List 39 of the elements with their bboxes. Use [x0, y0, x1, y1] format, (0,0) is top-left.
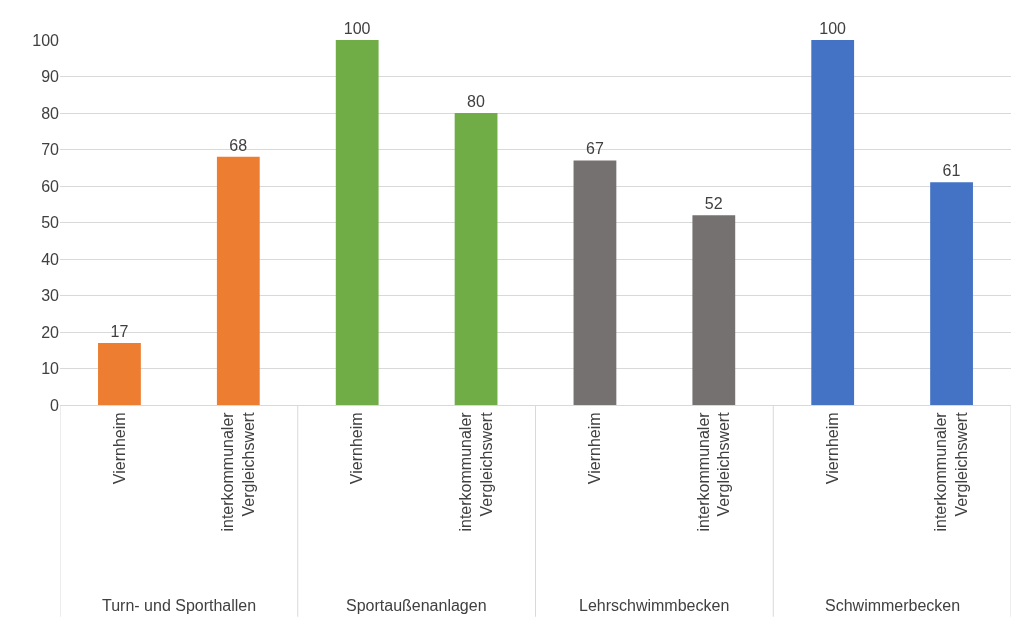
- text: Schwimmerbecken: [825, 597, 961, 614]
- x-tick-label: Viernheim: [823, 412, 841, 485]
- y-tick-label: 10: [41, 360, 60, 378]
- bar: [811, 40, 855, 405]
- bar: [335, 40, 379, 405]
- bar: [692, 215, 736, 405]
- data-label: 52: [704, 195, 723, 213]
- y-tick-label: 70: [41, 141, 60, 159]
- y-tick-label: 80: [41, 104, 60, 122]
- bar: [98, 342, 141, 405]
- data-label: 100: [819, 20, 847, 37]
- x-tick-label: interkommunaler Vergleichswert: [219, 411, 257, 532]
- y-tick-label: 0: [50, 396, 60, 414]
- data-label: 67: [585, 140, 604, 158]
- data-label: 80: [467, 93, 486, 110]
- y-tick-label: 100: [32, 31, 60, 49]
- x-tick-label: interkommunaler Vergleichswert: [694, 411, 733, 532]
- x-tick-label: Viernheim: [110, 412, 128, 485]
- data-label: 100: [343, 20, 371, 37]
- x-tick-label: interkommunaler Vergleichswert: [456, 411, 495, 532]
- x-tick-label: Viernheim: [586, 412, 604, 485]
- bar: [930, 182, 973, 405]
- y-tick-label: 60: [41, 177, 60, 195]
- y-tick-label: 50: [41, 214, 60, 232]
- bar: [573, 160, 617, 405]
- y-tick-label: 30: [41, 287, 60, 305]
- x-tick-label: interkommunaler Vergleichswert: [932, 411, 971, 532]
- y-tick-label: 90: [41, 68, 60, 86]
- data-label: 68: [229, 136, 248, 154]
- data-label: 17: [110, 322, 129, 340]
- y-tick-label: 40: [41, 250, 60, 268]
- bar: [454, 113, 498, 405]
- text: Lehrschwimmbecken: [579, 597, 730, 614]
- data-label: 61: [942, 162, 961, 180]
- x-tick-label: Viernheim: [348, 412, 366, 485]
- text: Sportaußenanlagen: [346, 597, 487, 614]
- bar: [216, 156, 260, 405]
- text: Turn- und Sporthallen: [102, 597, 257, 614]
- y-tick-label: 20: [41, 323, 60, 341]
